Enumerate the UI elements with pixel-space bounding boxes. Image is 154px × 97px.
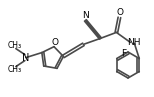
Text: N: N xyxy=(82,11,89,20)
Text: CH₃: CH₃ xyxy=(8,41,22,50)
Text: CH₃: CH₃ xyxy=(8,65,22,74)
Text: F: F xyxy=(122,48,127,58)
Text: O: O xyxy=(117,8,124,17)
Text: N: N xyxy=(22,53,30,63)
Text: NH: NH xyxy=(127,38,140,47)
Text: O: O xyxy=(51,38,59,47)
